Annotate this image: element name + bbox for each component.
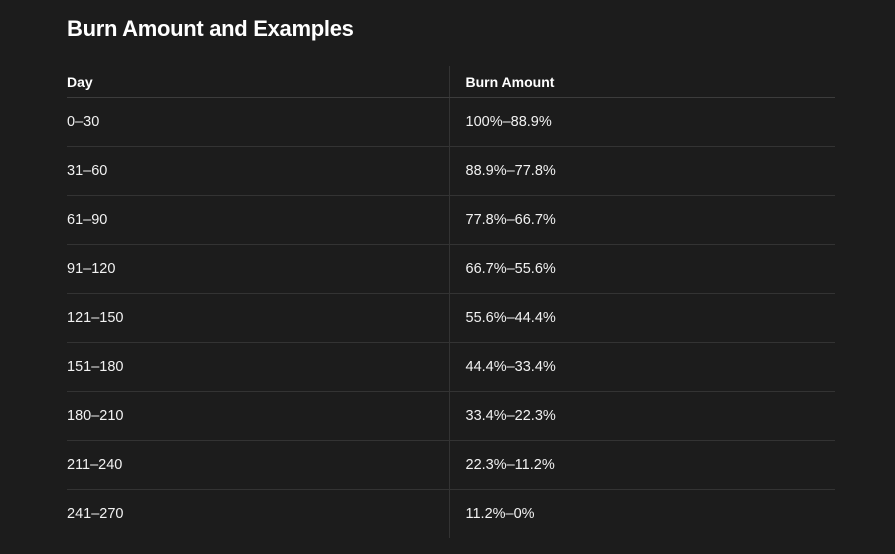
day-cell: 31–60 xyxy=(67,146,449,196)
burn-amount-cell: 100%–88.9% xyxy=(448,97,835,147)
burn-amount-cell: 11.2%–0% xyxy=(448,489,835,538)
table-row: 121–150 55.6%–44.4% xyxy=(67,293,835,343)
burn-amount-cell: 66.7%–55.6% xyxy=(448,244,835,294)
table-row: 61–90 77.8%–66.7% xyxy=(67,195,835,245)
table-row: 91–120 66.7%–55.6% xyxy=(67,244,835,294)
burn-amount-table: Day Burn Amount 0–30 100%–88.9% 31–60 88… xyxy=(67,66,835,538)
day-cell: 211–240 xyxy=(67,440,449,490)
burn-amount-cell: 55.6%–44.4% xyxy=(448,293,835,343)
day-cell: 61–90 xyxy=(67,195,449,245)
section-heading: Burn Amount and Examples xyxy=(67,16,354,41)
table-row: 0–30 100%–88.9% xyxy=(67,97,835,147)
table-row: 241–270 11.2%–0% xyxy=(67,489,835,538)
table-row: 211–240 22.3%–11.2% xyxy=(67,440,835,490)
table-row: 151–180 44.4%–33.4% xyxy=(67,342,835,392)
table-row: 31–60 88.9%–77.8% xyxy=(67,146,835,196)
table-row: 180–210 33.4%–22.3% xyxy=(67,391,835,441)
burn-amount-cell: 88.9%–77.8% xyxy=(448,146,835,196)
day-cell: 0–30 xyxy=(67,97,449,147)
day-cell: 151–180 xyxy=(67,342,449,392)
column-header-burn-amount: Burn Amount xyxy=(448,66,835,98)
day-cell: 180–210 xyxy=(67,391,449,441)
table-header-row: Day Burn Amount xyxy=(67,66,835,98)
day-cell: 241–270 xyxy=(67,506,124,522)
day-cell: 121–150 xyxy=(67,293,449,343)
burn-amount-cell: 33.4%–22.3% xyxy=(448,391,835,441)
burn-amount-cell: 22.3%–11.2% xyxy=(448,440,835,490)
burn-amount-cell: 77.8%–66.7% xyxy=(448,195,835,245)
column-header-day: Day xyxy=(67,66,449,98)
burn-amount-cell: 44.4%–33.4% xyxy=(448,342,835,392)
day-cell: 91–120 xyxy=(67,244,449,294)
